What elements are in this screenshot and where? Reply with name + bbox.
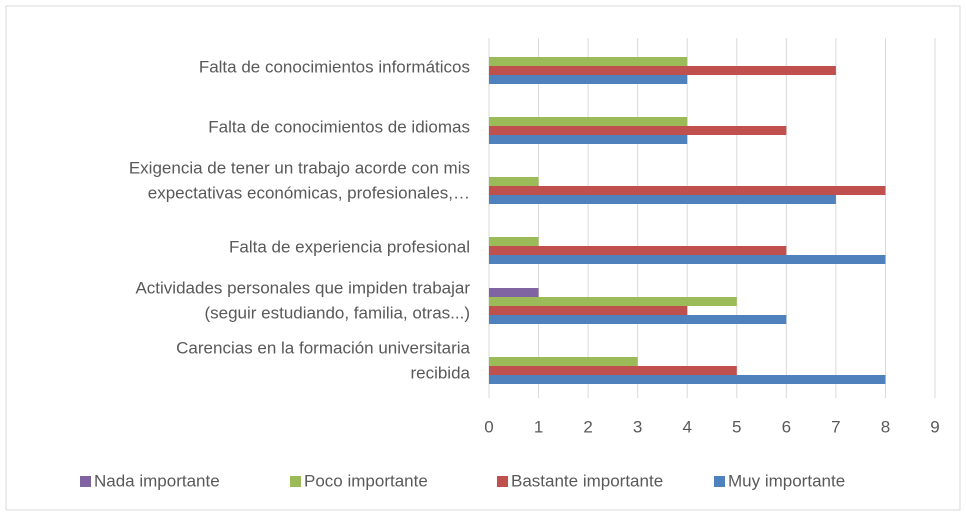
bar bbox=[489, 357, 638, 366]
bar bbox=[489, 288, 539, 297]
bar bbox=[489, 57, 688, 66]
legend-swatch bbox=[290, 476, 301, 487]
bar bbox=[489, 117, 688, 126]
bar bbox=[489, 126, 787, 135]
x-tick-label: 4 bbox=[682, 417, 691, 436]
bar bbox=[489, 186, 886, 195]
y-tick-label: Falta de experiencia profesional bbox=[229, 237, 470, 256]
bar bbox=[489, 246, 787, 255]
bar bbox=[489, 255, 886, 264]
bar bbox=[489, 177, 539, 186]
bar bbox=[489, 375, 886, 384]
y-tick-label: Carencias en la formación universitaria r… bbox=[176, 339, 470, 383]
y-tick-label: Falta de conocimientos de idiomas bbox=[208, 117, 470, 136]
bar bbox=[489, 195, 836, 204]
x-tick-label: 1 bbox=[534, 417, 543, 436]
x-tick-label: 9 bbox=[930, 417, 939, 436]
y-tick-label: Exigencia de tener un trabajo acorde con… bbox=[129, 159, 470, 203]
bar bbox=[489, 297, 737, 306]
x-tick-label: 3 bbox=[633, 417, 642, 436]
y-tick-label: Actividades personales que impiden traba… bbox=[135, 279, 470, 323]
x-tick-label: 5 bbox=[732, 417, 741, 436]
bar bbox=[489, 306, 688, 315]
legend-label: Poco importante bbox=[304, 471, 428, 490]
legend-label: Nada importante bbox=[94, 471, 220, 490]
legend-swatch bbox=[80, 476, 91, 487]
bar bbox=[489, 366, 737, 375]
bar bbox=[489, 237, 539, 246]
bar bbox=[489, 315, 787, 324]
legend-swatch bbox=[714, 476, 725, 487]
bar bbox=[489, 135, 688, 144]
legend-label: Bastante importante bbox=[511, 471, 663, 490]
bar bbox=[489, 75, 688, 84]
x-tick-label: 6 bbox=[782, 417, 791, 436]
x-tick-label: 2 bbox=[583, 417, 592, 436]
x-tick-label: 8 bbox=[881, 417, 890, 436]
y-tick-label: Falta de conocimientos informáticos bbox=[199, 57, 470, 76]
legend-label: Muy importante bbox=[728, 471, 845, 490]
bar bbox=[489, 66, 836, 75]
legend-swatch bbox=[497, 476, 508, 487]
x-tick-label: 7 bbox=[831, 417, 840, 436]
x-tick-label: 0 bbox=[484, 417, 493, 436]
